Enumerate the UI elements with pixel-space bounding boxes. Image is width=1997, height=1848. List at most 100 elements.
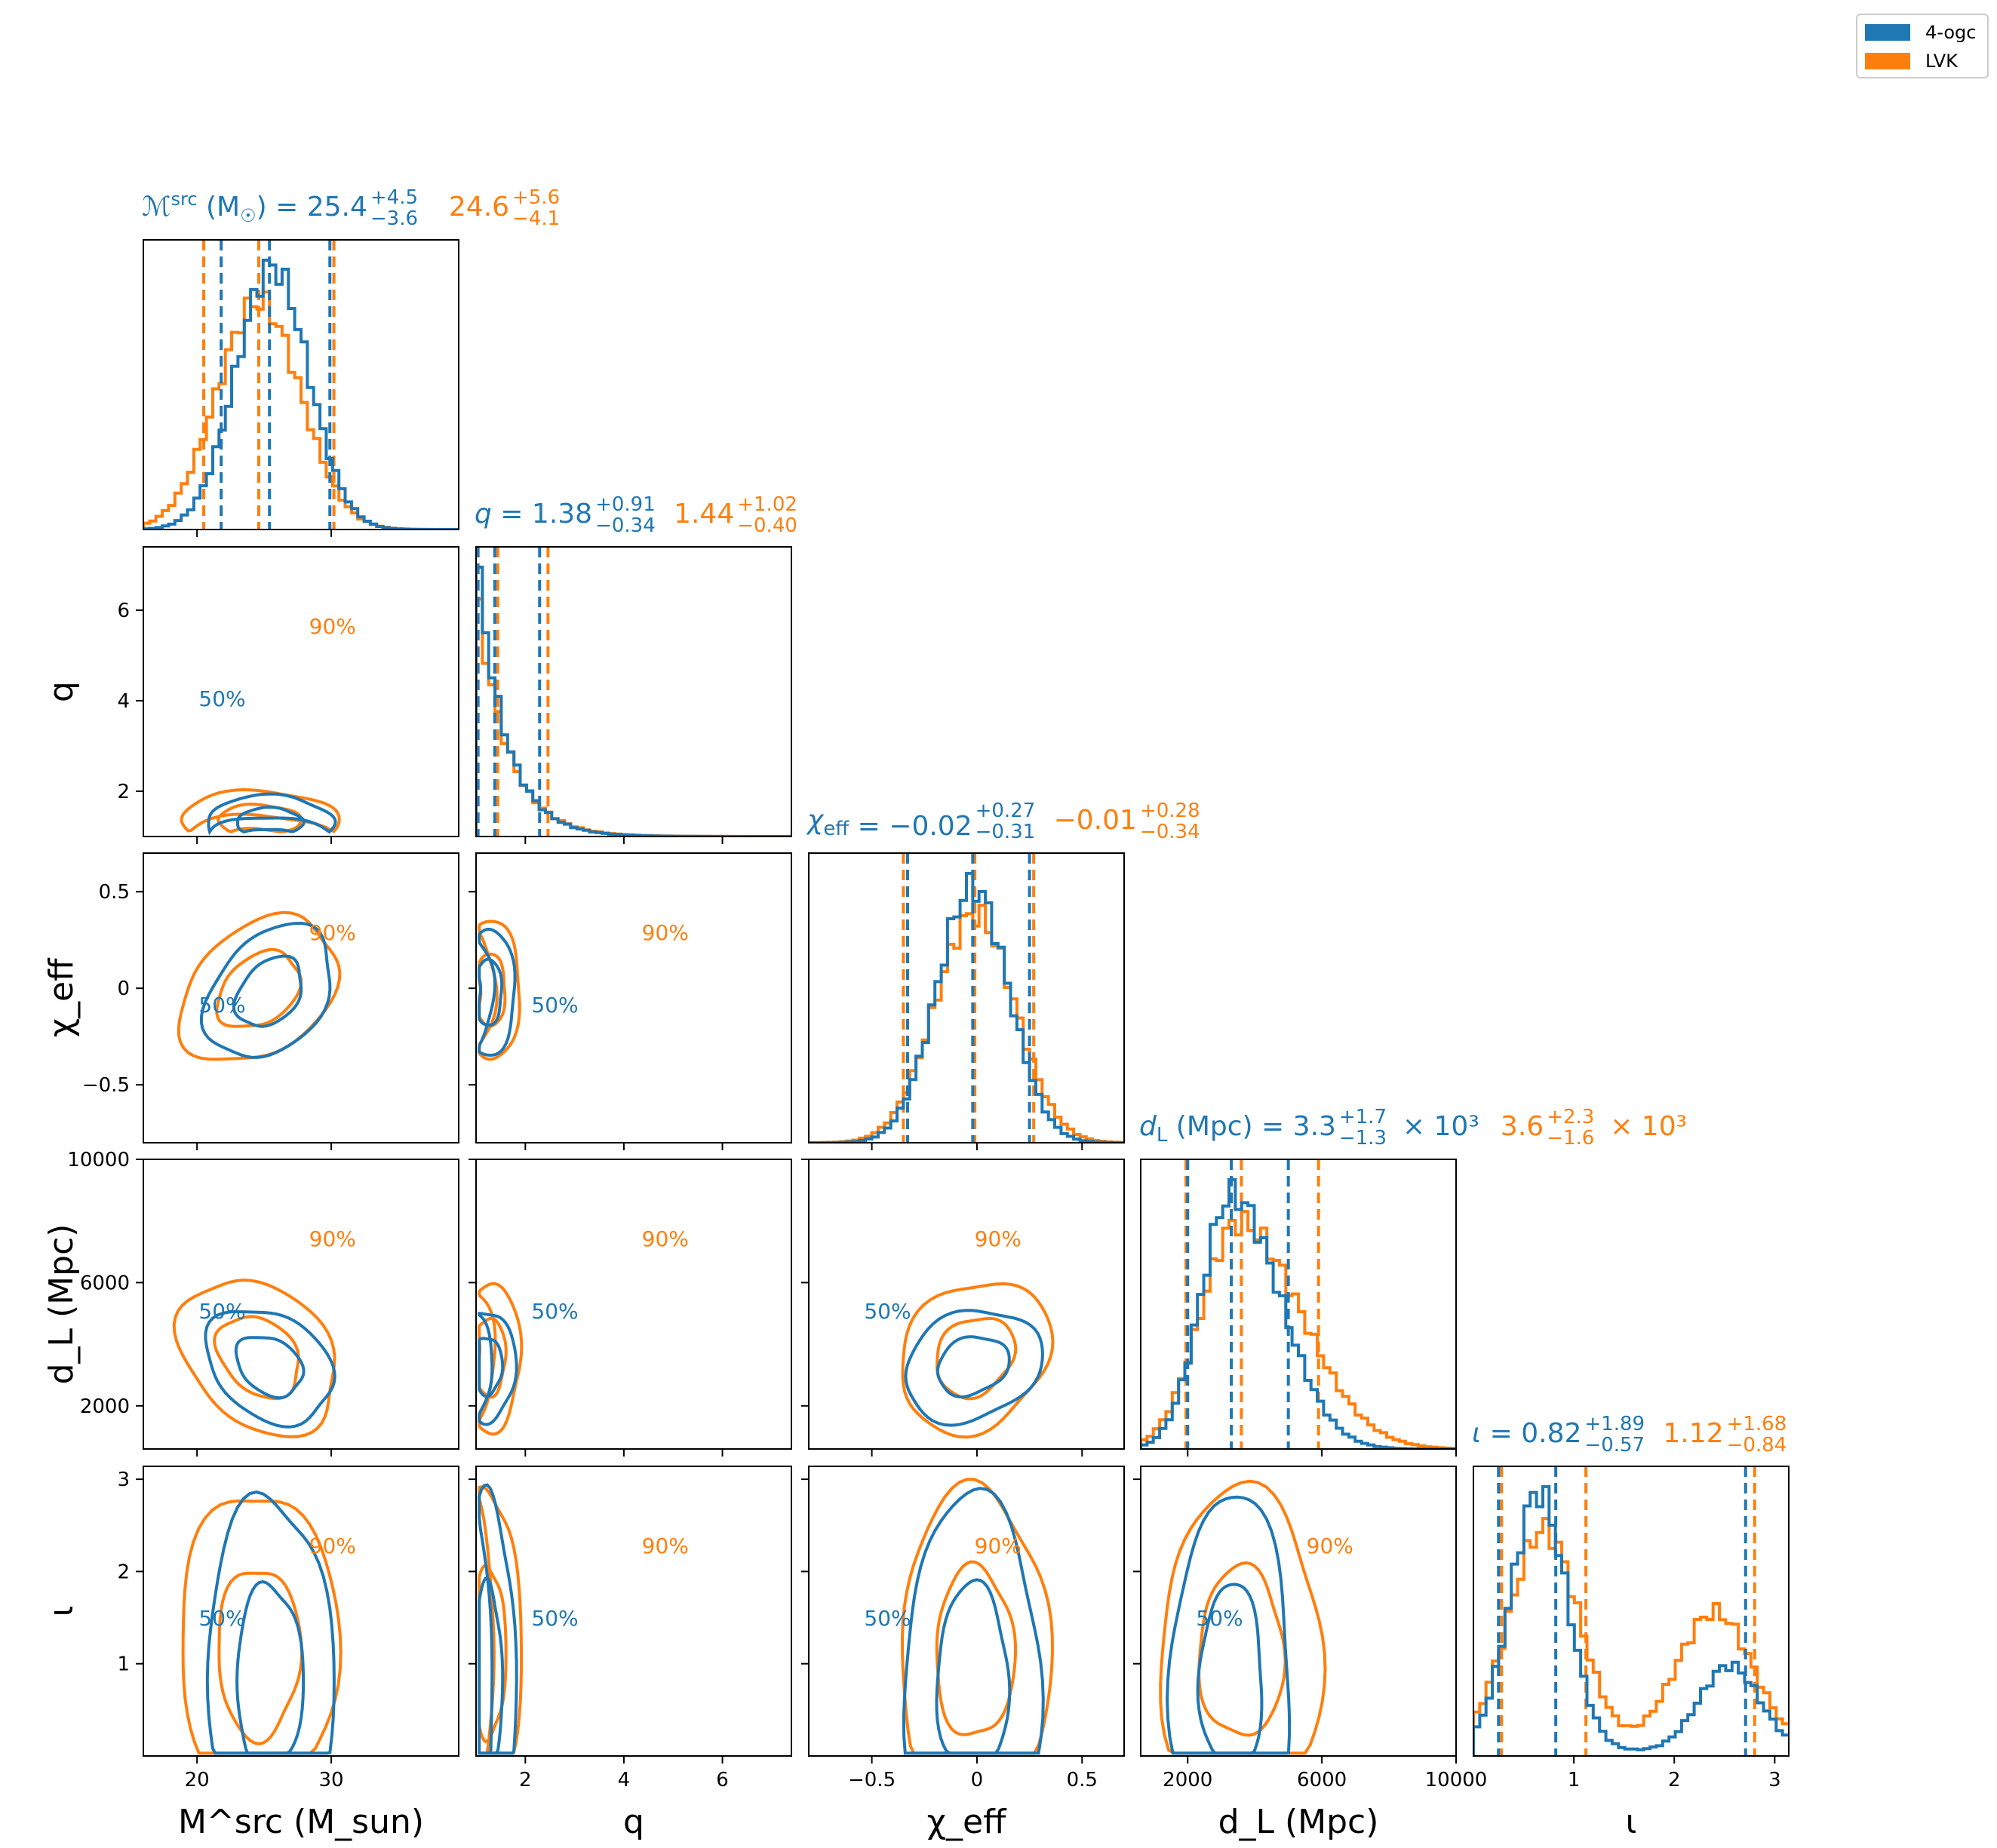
title-iota-ogc-minus: −0.57: [1584, 1434, 1645, 1457]
contour-chi-iota-ogc-90: [902, 1487, 1045, 1755]
contour-mc-chi-ogc-50: [232, 954, 303, 1028]
panel-dl-dl: dL (Mpc) = 3.3 +1.7−1.3 × 10³ 3.6 +2.3−1.6 × …: [1139, 1106, 1687, 1457]
title-mc-ogc-plus: +4.5: [370, 186, 418, 209]
y-tick-label-chi-2: 0.5: [99, 881, 130, 904]
panel-frame: [475, 546, 792, 837]
histogram-mc-lvk: [143, 290, 459, 530]
y-tick-label-chi-1: 0: [117, 978, 130, 1000]
title-chi-ogc-minus: −0.31: [975, 821, 1036, 843]
histogram-iota-ogc: [1473, 1484, 1789, 1756]
y-axis-label-iota: ι: [42, 1606, 81, 1617]
x-tick-label-iota-0: 1: [1568, 1769, 1581, 1791]
y-tick-label-q-0: 2: [117, 781, 130, 803]
x-tick-label-q-0: 2: [519, 1769, 532, 1791]
panel-frame: [808, 1466, 1125, 1757]
title-iota-lvk-value: 1.12: [1663, 1418, 1723, 1449]
x-tick-label-chi-0: −0.5: [848, 1769, 896, 1791]
title-chi: χeff = −0.02: [806, 805, 972, 842]
contour-q-dl-ogc-90: [478, 1312, 518, 1426]
contour-mc-dl-ogc-50: [234, 1336, 306, 1400]
contour-q-dl-lvk-90: [478, 1282, 524, 1436]
panel-iota-iota: ι = 0.82 +1.89−0.57 1.12 +1.68−0.84 1 2 3 ι: [1472, 1413, 1790, 1841]
panel-frame: [808, 1159, 1125, 1450]
contour-chi-dl-ogc-50: [936, 1335, 1011, 1399]
title-iota-ogc-plus: +1.89: [1584, 1413, 1645, 1435]
contour-chi-iota-lvk-90: [900, 1478, 1055, 1755]
contour-chi-dl-ogc-90: [904, 1309, 1044, 1427]
title-iota: ι = 0.82: [1472, 1418, 1581, 1449]
panel-dl-iota: 50% 90% 2000 6000 10000 d_L (Mpc): [1133, 1466, 1487, 1841]
panel-mc-iota: 50% 90% 20 30 M^src (M_sun) 1 2 3 ι: [42, 1466, 459, 1841]
legend-swatch-4-ogc: [1865, 24, 1910, 41]
legend-item-lvk: LVK: [1865, 50, 1958, 72]
contour-q-chi-ogc-50: [478, 957, 504, 1027]
legend: 4-ogc LVK: [1856, 14, 1989, 78]
panel-frame: [143, 1159, 459, 1450]
legend-label-lvk: LVK: [1925, 51, 1958, 72]
panel-q-chi: 50% 90%: [469, 852, 792, 1150]
title-dl-ogc-plus: +1.7: [1339, 1106, 1387, 1128]
panel-q-iota: 50% 90% 2 4 6 q: [469, 1466, 792, 1841]
title-dl-lvk-times: × 10³: [1610, 1111, 1687, 1142]
panel-mc-chi: 50% 90% −0.5 0 0.5 χ_eff: [42, 852, 459, 1150]
histogram-mc-ogc: [143, 258, 459, 530]
contour-mc-chi-lvk-50: [215, 947, 303, 1028]
panel-frame: [143, 852, 459, 1143]
contour-label-50: 50%: [531, 1299, 578, 1324]
panel-q-dl: 50% 90%: [469, 1159, 792, 1457]
x-tick-label-dl-0: 2000: [1163, 1769, 1212, 1791]
x-tick-label-dl-2: 10000: [1425, 1769, 1488, 1791]
title-mc-lvk-plus: +5.6: [512, 186, 560, 209]
y-axis-label-chi: χ_eff: [42, 957, 81, 1037]
histogram-dl-ogc: [1141, 1177, 1456, 1449]
title-q-lvk-value: 1.44: [674, 499, 734, 530]
contour-label-50: 50%: [864, 1606, 911, 1631]
panel-frame: [1140, 1159, 1457, 1450]
x-axis-label-chi: χ_eff: [927, 1803, 1007, 1841]
title-dl-lvk-plus: +2.3: [1547, 1106, 1594, 1128]
histogram-iota-lvk: [1473, 1517, 1789, 1756]
contour-mc-dl-lvk-50: [213, 1315, 300, 1401]
contour-mc-iota-lvk-50: [217, 1571, 303, 1745]
contour-label-50: 50%: [198, 686, 245, 711]
legend-label-4-ogc: 4-ogc: [1925, 22, 1977, 43]
panel-frame: [808, 852, 1125, 1143]
contour-label-90: 90%: [642, 1226, 689, 1251]
y-tick-label-dl-0: 2000: [80, 1395, 130, 1418]
panel-frame: [1140, 1466, 1457, 1757]
panel-frame: [143, 239, 459, 530]
contour-mc-chi-ogc-90: [199, 921, 332, 1059]
y-tick-label-iota-1: 2: [117, 1561, 130, 1583]
x-tick-label-iota-2: 3: [1768, 1769, 1781, 1791]
histogram-q-ogc: [476, 565, 791, 837]
y-tick-label-q-1: 4: [117, 690, 130, 713]
panel-chi-iota: 50% 90% −0.5 0 0.5 χ_eff: [801, 1466, 1125, 1841]
panel-q-q: q = 1.38 +0.91−0.34 1.44 +1.02−0.40: [475, 493, 797, 844]
contour-dl-iota-ogc-90: [1166, 1495, 1292, 1755]
contour-chi-iota-lvk-50: [935, 1560, 1018, 1736]
title-iota-lvk-minus: −0.84: [1727, 1434, 1787, 1457]
contour-q-iota-ogc-50: [478, 1576, 505, 1755]
contour-mc-iota-ogc-50: [235, 1579, 306, 1755]
title-mc-lvk-value: 24.6: [449, 192, 509, 223]
x-axis-label-q: q: [623, 1803, 644, 1841]
title-q-lvk-minus: −0.40: [737, 514, 797, 537]
panel-chi-chi: χeff = −0.02 +0.27−0.31 −0.01 +0.28−0.34: [806, 800, 1200, 1150]
contour-dl-iota-ogc-50: [1196, 1582, 1264, 1755]
contour-dl-iota-lvk-50: [1197, 1561, 1287, 1737]
panel-frame: [1473, 1466, 1790, 1757]
contour-label-50: 50%: [531, 1606, 578, 1631]
histogram-chi-lvk: [809, 904, 1124, 1143]
contour-q-chi-lvk-90: [478, 919, 521, 1061]
legend-item-4-ogc: 4-ogc: [1865, 21, 1977, 44]
contour-label-90: 90%: [309, 1533, 356, 1558]
contour-label-90: 90%: [975, 1533, 1022, 1558]
histogram-chi-ogc: [809, 871, 1124, 1143]
contour-mc-iota-ogc-90: [205, 1490, 336, 1755]
contour-mc-q-ogc-50: [235, 806, 306, 834]
contour-label-90: 90%: [642, 1533, 689, 1558]
panel-frame: [143, 1466, 459, 1757]
x-axis-label-iota: ι: [1626, 1803, 1637, 1841]
y-axis-label-q: q: [42, 681, 81, 702]
